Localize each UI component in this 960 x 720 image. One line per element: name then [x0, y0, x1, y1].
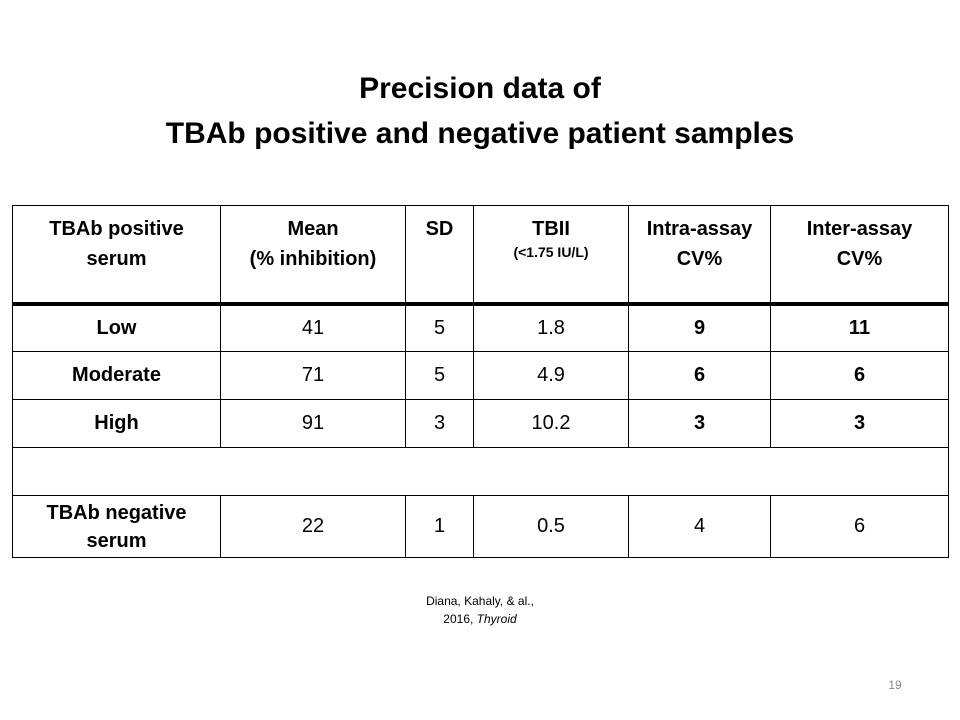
cell-tbii: 10.2 [473, 399, 629, 448]
table-row: Moderate 71 5 4.9 6 6 [12, 351, 949, 400]
spacer-cell [12, 447, 949, 496]
cell-sd: 1 [405, 495, 474, 558]
cell-inter: 11 [770, 303, 949, 352]
header-inter-assay: Inter-assay CV% [770, 205, 949, 306]
header-sample: TBAb positive serum [12, 205, 221, 306]
header-intra-assay: Intra-assay CV% [628, 205, 771, 306]
cell-mean: 22 [220, 495, 406, 558]
citation: Diana, Kahaly, & al., 2016, Thyroid [380, 592, 580, 628]
cell-mean: 71 [220, 351, 406, 400]
header-tbii: TBII (<1.75 IU/L) [473, 205, 629, 306]
cell-tbii: 4.9 [473, 351, 629, 400]
cell-intra: 6 [628, 351, 771, 400]
page-number: 19 [888, 678, 902, 692]
header-sd: SD [405, 205, 474, 306]
cell-tbii: 1.8 [473, 303, 629, 352]
cell-mean: 41 [220, 303, 406, 352]
cell-inter: 6 [770, 351, 949, 400]
table-header-row: TBAb positive serum Mean (% inhibition) … [12, 205, 949, 306]
cell-intra: 3 [628, 399, 771, 448]
row-label: Moderate [12, 351, 221, 400]
citation-source: 2016, Thyroid [443, 612, 517, 626]
row-label: High [12, 399, 221, 448]
table-row: High 91 3 10.2 3 3 [12, 399, 949, 448]
cell-mean: 91 [220, 399, 406, 448]
cell-inter: 3 [770, 399, 949, 448]
cell-sd: 5 [405, 303, 474, 352]
cell-sd: 5 [405, 351, 474, 400]
precision-table: TBAb positive serum Mean (% inhibition) … [12, 205, 949, 558]
table-row-negative: TBAb negative serum 22 1 0.5 4 6 [12, 495, 949, 558]
cell-sd: 3 [405, 399, 474, 448]
header-mean: Mean (% inhibition) [220, 205, 406, 306]
row-label: TBAb negative serum [12, 495, 221, 558]
table-row: Low 41 5 1.8 9 11 [12, 303, 949, 352]
title-line-1: Precision data of [359, 72, 601, 105]
citation-journal: Thyroid [476, 612, 517, 626]
table-spacer-row [12, 447, 949, 496]
cell-tbii: 0.5 [473, 495, 629, 558]
cell-inter: 6 [770, 495, 949, 558]
citation-authors: Diana, Kahaly, & al., [426, 594, 534, 608]
cell-intra: 4 [628, 495, 771, 558]
cell-intra: 9 [628, 303, 771, 352]
row-label: Low [12, 303, 221, 352]
title-line-2: TBAb positive and negative patient sampl… [165, 117, 795, 150]
